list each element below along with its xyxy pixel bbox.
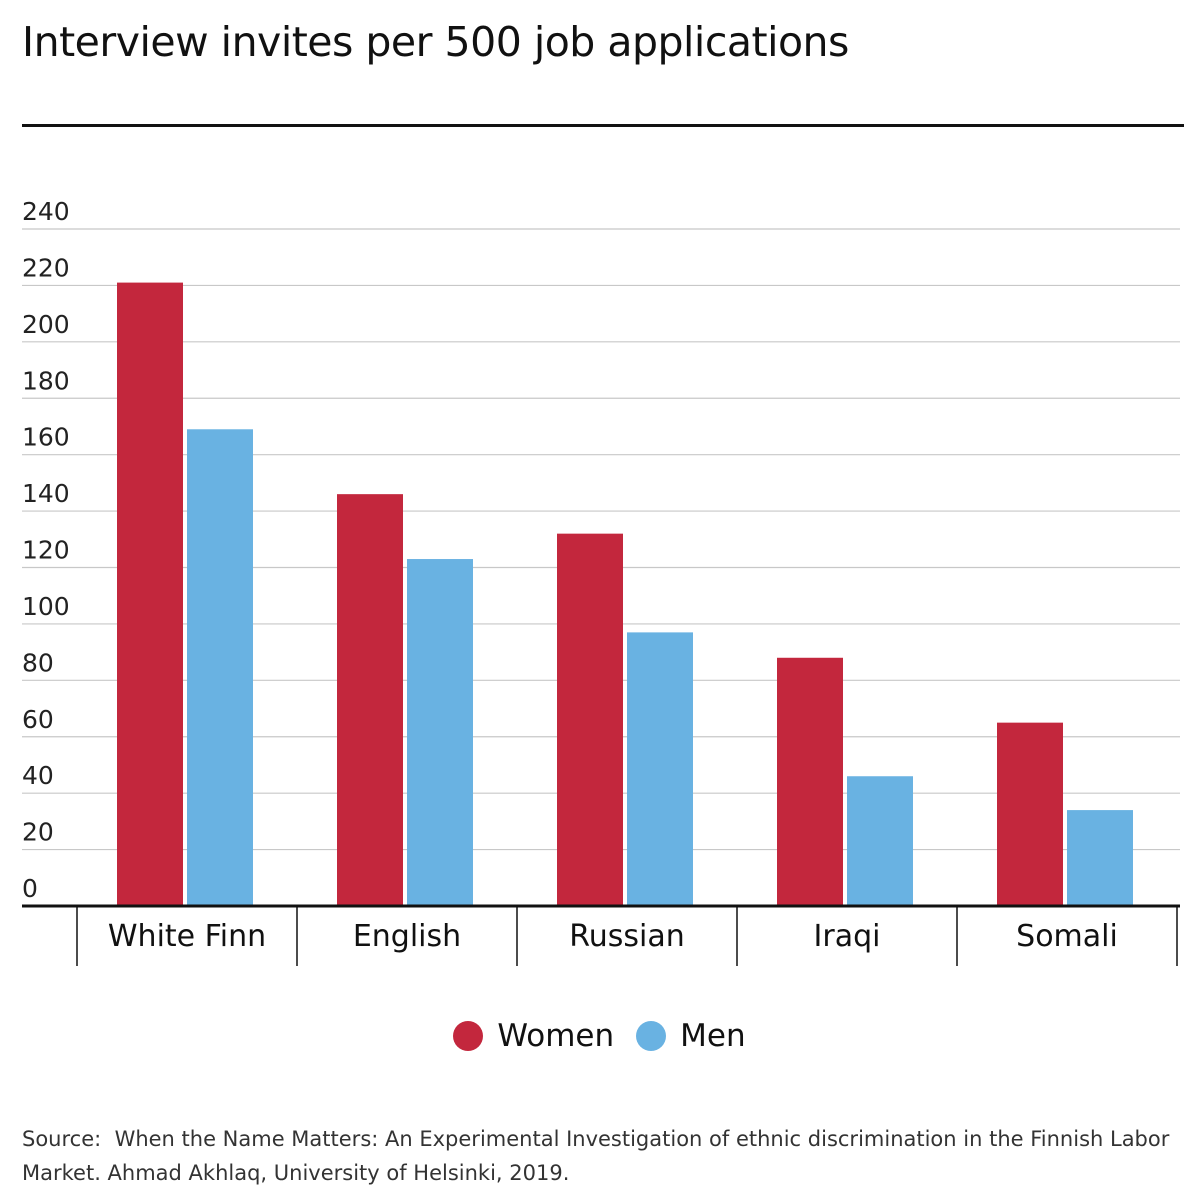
bars: [117, 282, 1133, 906]
y-tick-label-20: 20: [22, 818, 54, 847]
bar-women-iraqi: [777, 657, 843, 906]
bar-chart: 0 20 40 60 80 100 120 140 160 180 200 220 240 White …: [22, 197, 1180, 966]
y-tick-label-80: 80: [22, 648, 54, 677]
x-tick-label-russian: Russian: [569, 919, 685, 954]
x-tick-label-english: English: [353, 919, 461, 954]
bar-men-english: [407, 559, 473, 906]
legend-swatch-women: [453, 1021, 484, 1051]
bar-men-somali: [1067, 810, 1133, 906]
title-rule: [22, 124, 1184, 127]
bar-women-somali: [997, 722, 1063, 906]
y-tick-label-180: 180: [22, 366, 70, 395]
bar-men-russian: [627, 632, 693, 906]
y-tick-label-140: 140: [22, 479, 70, 508]
bar-women-english: [337, 494, 403, 906]
bar-women-white-finn: [117, 282, 183, 906]
y-tick-label-240: 240: [22, 197, 70, 226]
y-axis-ticks: 0 20 40 60 80 100 120 140 160 180 200 220 240: [22, 197, 70, 903]
source-label: Source:: [22, 1127, 102, 1151]
x-tick-label-iraqi: Iraqi: [814, 919, 881, 954]
x-tick-label-somali: Somali: [1016, 919, 1118, 954]
bar-women-russian: [557, 533, 623, 906]
y-tick-label-40: 40: [22, 761, 54, 790]
legend: Women Men: [0, 1018, 1199, 1054]
y-tick-label-200: 200: [22, 310, 70, 339]
source-note: Source: When the Name Matters: An Experi…: [22, 1122, 1172, 1190]
legend-label-men: Men: [680, 1018, 746, 1054]
source-text: When the Name Matters: An Experimental I…: [22, 1127, 1170, 1185]
y-tick-label-0: 0: [22, 874, 38, 903]
y-tick-label-60: 60: [22, 705, 54, 734]
legend-item-men: Men: [636, 1018, 746, 1054]
bar-men-iraqi: [847, 776, 913, 906]
y-tick-label-120: 120: [22, 536, 70, 565]
x-tick-label-white-finn: White Finn: [108, 919, 266, 954]
chart-title: Interview invites per 500 job applicatio…: [22, 18, 849, 66]
legend-item-women: Women: [453, 1018, 614, 1054]
legend-label-women: Women: [497, 1018, 615, 1054]
bar-men-white-finn: [187, 429, 253, 906]
legend-swatch-men: [636, 1021, 667, 1051]
y-tick-label-100: 100: [22, 592, 70, 621]
y-tick-label-220: 220: [22, 253, 70, 282]
y-tick-label-160: 160: [22, 423, 70, 452]
x-axis: White Finn English Russian Iraqi Somali: [22, 904, 1180, 966]
